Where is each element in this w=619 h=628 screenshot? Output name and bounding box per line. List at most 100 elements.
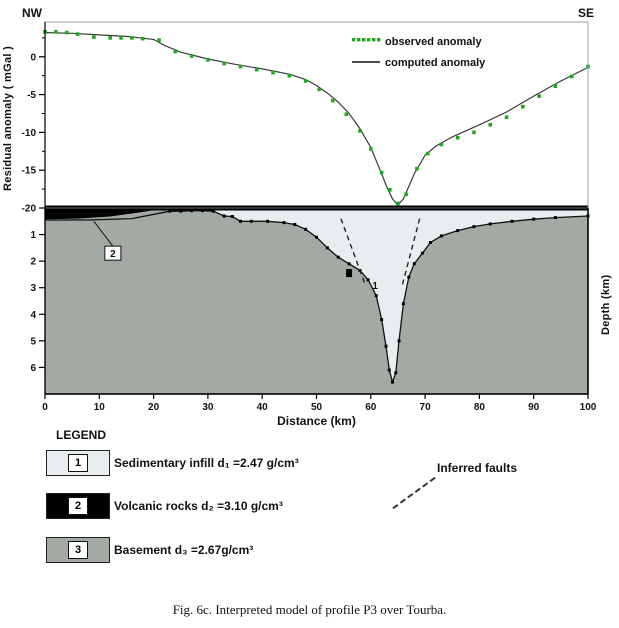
- model-vertex-marker: [407, 275, 411, 279]
- model-vertex-marker: [168, 209, 172, 213]
- volcanic-unit: [45, 208, 165, 220]
- swatch-number-3: 3: [68, 541, 88, 559]
- observed-anomaly-point: [569, 74, 574, 79]
- observed-anomaly-point: [317, 87, 322, 92]
- legend-item-label-1: Sedimentary infill d₁ =2.47 g/cm³: [114, 456, 299, 470]
- anomaly-panel: observed anomaly computed anomaly: [43, 30, 590, 206]
- depth-tick-label: 2: [30, 257, 36, 268]
- legend-computed-label: computed anomaly: [385, 57, 486, 69]
- model-vertex-marker: [456, 229, 460, 233]
- legend-dot-icon: [357, 38, 361, 42]
- observed-anomaly-point: [238, 64, 243, 69]
- observed-anomaly-point: [488, 123, 493, 127]
- y-tick-label: -20: [22, 204, 37, 215]
- model-vertex-marker: [412, 262, 416, 266]
- sedimentary-swatch: 1: [46, 450, 110, 476]
- observed-anomaly-point: [521, 104, 525, 109]
- observed-anomaly-point: [222, 61, 226, 66]
- swatch-number-2: 2: [68, 497, 88, 515]
- model-vertex-marker: [429, 241, 433, 245]
- x-tick-label: 90: [528, 402, 540, 413]
- unit-label: 1: [372, 281, 378, 292]
- model-vertex-marker: [315, 235, 318, 239]
- se-label: SE: [578, 6, 595, 20]
- x-tick-label: 10: [94, 402, 106, 413]
- legend-dot-icon: [377, 38, 381, 42]
- model-vertex-marker: [553, 216, 557, 220]
- observed-anomaly-point: [119, 36, 123, 40]
- x-tick-label: 80: [474, 402, 486, 413]
- model-vertex-marker: [510, 219, 514, 223]
- model-vertex-marker: [266, 219, 270, 223]
- legend-item-label-3: Basement d₃ =2.67g/cm³: [114, 543, 254, 557]
- observed-anomaly-point: [92, 35, 96, 39]
- legend-dot-icon: [367, 38, 371, 42]
- model-vertex-marker: [387, 368, 391, 372]
- observed-anomaly-point: [553, 84, 558, 89]
- depth-tick-label: 1: [30, 230, 36, 241]
- observed-anomaly-point: [415, 166, 419, 171]
- y-tick-label: -10: [22, 128, 37, 139]
- model-vertex-marker: [293, 222, 297, 226]
- observed-anomaly-point: [472, 130, 476, 135]
- observed-anomaly-point: [344, 112, 349, 117]
- model-vertex-marker: [401, 302, 405, 306]
- legend-dot-icon: [352, 38, 356, 42]
- y-tick-label: -5: [27, 90, 36, 101]
- model-vertex-marker: [439, 234, 443, 238]
- y-tick-label: 0: [30, 52, 36, 63]
- legend-observed-label: observed anomaly: [385, 36, 482, 48]
- model-vertex-marker: [366, 278, 370, 282]
- model-vertex-marker: [394, 371, 398, 375]
- observed-anomaly-point: [439, 142, 444, 147]
- observed-anomaly-point: [287, 73, 292, 78]
- observed-anomaly-point: [455, 135, 460, 140]
- model-vertex-marker: [304, 227, 308, 231]
- observed-anomaly-point: [426, 151, 430, 156]
- model-vertex-marker: [238, 219, 242, 223]
- observed-anomaly-point: [379, 170, 384, 175]
- observed-anomaly-point: [173, 49, 178, 54]
- swatch-number-1: 1: [68, 454, 88, 472]
- x-tick-label: 70: [420, 402, 432, 413]
- depth-tick-label: 4: [30, 310, 36, 321]
- observed-anomaly-point: [254, 67, 259, 72]
- observed-anomaly-point: [330, 98, 335, 103]
- anomaly-panel-frame: [44, 21, 589, 209]
- observed-anomaly-point: [75, 32, 80, 36]
- legend-item-label-2: Volcanic rocks d₂ =3.10 g/cm³: [114, 499, 283, 513]
- inferred-fault: [340, 218, 367, 286]
- inferred-fault: [401, 218, 421, 286]
- observed-anomaly-point: [206, 58, 210, 62]
- x-tick-label: 30: [202, 402, 214, 413]
- observed-anomaly-point: [189, 54, 194, 58]
- observed-anomaly-point: [157, 38, 161, 42]
- x-tick-label: 100: [580, 402, 597, 413]
- legend-dot-icon: [362, 38, 366, 42]
- basement-unit: [44, 207, 589, 395]
- legend-dot-icon: [372, 38, 376, 42]
- unit-label: 2: [110, 249, 116, 260]
- observed-anomaly-point: [54, 30, 58, 34]
- unit-label-box: [104, 245, 122, 261]
- x-tick-label: 0: [42, 402, 48, 413]
- depth-tick-label: 6: [30, 363, 36, 374]
- observed-anomaly-point: [396, 201, 400, 206]
- x-tick-label: 40: [257, 402, 269, 413]
- model-vertex-marker: [282, 221, 286, 225]
- depth-tick-label: 3: [30, 283, 36, 294]
- depth-tick-label: 5: [30, 336, 36, 347]
- observed-anomaly-point: [108, 36, 112, 40]
- model-vertex-marker: [374, 294, 378, 298]
- observed-anomaly-point: [64, 30, 69, 35]
- label-leader-line: [93, 220, 114, 247]
- observed-anomaly-point: [504, 115, 509, 120]
- observed-anomaly-point: [388, 188, 392, 192]
- observed-anomaly-point: [358, 129, 362, 133]
- model-vertex-marker: [420, 251, 424, 255]
- model-vertex-marker: [179, 209, 183, 213]
- model-vertex-marker: [391, 380, 395, 384]
- nw-label: NW: [22, 6, 42, 20]
